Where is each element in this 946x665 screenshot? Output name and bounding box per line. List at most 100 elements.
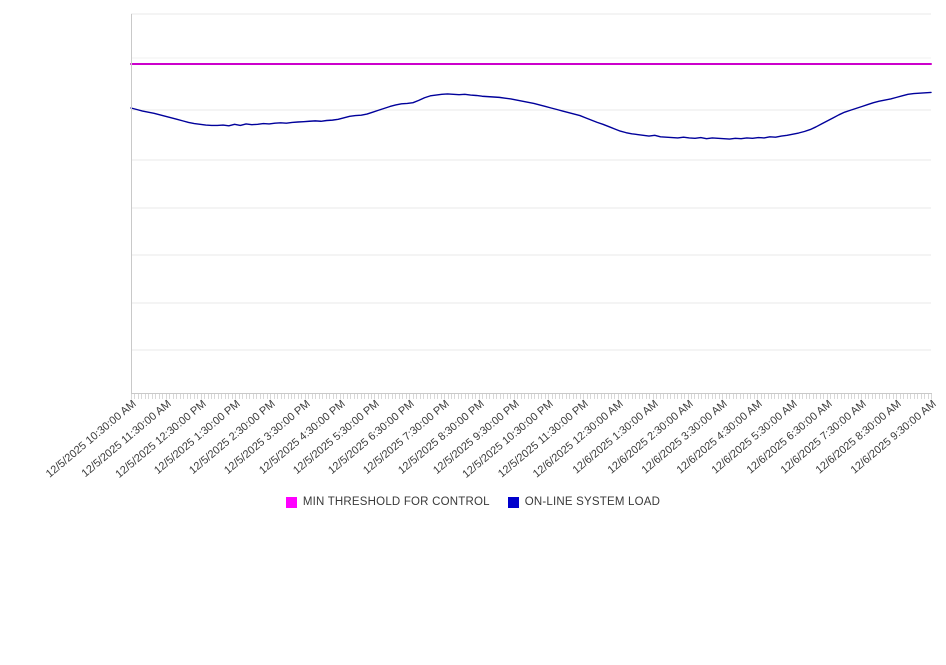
y-axis-line (131, 14, 132, 393)
x-axis-tick (482, 394, 484, 399)
x-axis-tick (663, 394, 665, 399)
x-axis-tick (332, 394, 334, 399)
x-axis-tick (677, 394, 679, 399)
x-axis-tick (697, 394, 699, 399)
x-axis-tick (864, 394, 866, 399)
x-axis-tick (638, 394, 640, 399)
x-axis-tick (284, 394, 286, 399)
x-axis-tick (572, 394, 574, 399)
x-axis-tick (691, 394, 692, 399)
x-axis-tick (485, 394, 487, 399)
x-axis-tick (242, 394, 244, 399)
x-axis-tick (611, 394, 612, 399)
x-axis-tick (367, 394, 369, 399)
x-axis-tick (151, 394, 153, 399)
x-axis-tick (534, 394, 536, 399)
x-axis-tick (510, 394, 512, 399)
x-axis-tick (343, 394, 345, 399)
x-axis-tick (457, 394, 459, 399)
x-axis-tick (868, 394, 870, 399)
x-axis-tick (437, 394, 439, 399)
legend-item[interactable]: MIN THRESHOLD FOR CONTROL (285, 496, 490, 508)
x-axis-tick (673, 394, 675, 399)
x-axis-tick (433, 394, 435, 399)
x-axis-tick (315, 394, 317, 399)
x-axis-tick (200, 394, 202, 399)
x-axis-tick (350, 394, 352, 399)
x-axis-tick (475, 394, 477, 399)
x-axis-tick (318, 394, 320, 399)
x-axis-tick (273, 394, 275, 399)
gridlines (131, 13, 931, 351)
x-axis-tick (513, 394, 515, 399)
x-axis-tick (398, 394, 400, 399)
x-axis-tick (621, 394, 623, 399)
x-axis-ticks (131, 394, 932, 399)
x-axis-tick (461, 394, 463, 399)
x-axis-tick (266, 394, 268, 399)
x-axis-tick (701, 394, 703, 399)
x-axis-tick (910, 394, 912, 399)
x-axis-tick (885, 394, 887, 399)
x-axis-tick (287, 394, 289, 399)
x-axis-tick (311, 394, 313, 399)
x-axis-tick (412, 394, 414, 399)
x-axis-tick (857, 394, 859, 399)
x-axis-tick (263, 394, 265, 399)
x-axis-tick (680, 394, 682, 399)
x-axis-tick (819, 394, 821, 399)
x-axis-tick (889, 394, 891, 399)
x-axis-tick (245, 394, 247, 399)
x-axis-tick (402, 394, 404, 399)
x-axis-tick (823, 394, 825, 399)
x-axis-tick (544, 394, 546, 399)
x-axis-tick (757, 394, 759, 399)
x-axis-tick (892, 394, 894, 399)
x-axis-tick (499, 394, 501, 399)
x-axis-tick (899, 394, 901, 399)
x-axis-tick (826, 394, 828, 399)
x-axis-tick (931, 394, 932, 399)
x-axis-tick (447, 394, 449, 399)
x-axis-tick (576, 394, 578, 399)
x-axis-tick (896, 394, 898, 399)
x-axis-tick (252, 394, 254, 399)
x-axis-tick (805, 394, 807, 399)
x-axis-tick (520, 394, 522, 399)
x-axis-tick (395, 394, 397, 399)
x-axis-tick (384, 394, 386, 399)
x-axis-tick (294, 394, 296, 399)
x-axis-tick (207, 394, 209, 399)
x-axis-tick (360, 394, 362, 399)
x-axis-tick (666, 394, 668, 399)
x-axis-tick (197, 394, 199, 399)
plot-area (130, 13, 932, 393)
x-axis-tick (767, 394, 769, 399)
legend-label: ON-LINE SYSTEM LOAD (524, 496, 661, 508)
x-axis-tick (357, 394, 359, 399)
x-axis-tick (137, 394, 139, 399)
x-axis-tick (353, 394, 355, 399)
x-axis-tick (607, 394, 609, 399)
x-axis-tick (183, 394, 185, 399)
x-axis-tick (694, 394, 696, 399)
x-axis-tick (308, 394, 310, 399)
x-axis-tick (555, 394, 557, 399)
x-axis-tick (729, 394, 731, 399)
x-axis-tick (924, 394, 926, 399)
x-axis-tick (791, 394, 793, 399)
x-axis-tick (506, 394, 508, 399)
x-axis-tick (715, 394, 717, 399)
x-axis-tick (280, 394, 282, 399)
x-axis-tick (722, 394, 724, 399)
x-axis-tick (416, 394, 418, 399)
x-axis-tick (377, 394, 379, 399)
x-axis-tick (141, 394, 143, 399)
legend-swatch-icon (285, 496, 297, 508)
legend-item[interactable]: ON-LINE SYSTEM LOAD (507, 496, 661, 508)
series-line (130, 91, 932, 140)
x-axis-tick (802, 394, 804, 399)
x-axis-tick (301, 394, 303, 399)
chart-container: 12/5/2025 10:30:00 AM 12/5/2025 11:30:00 … (43, 13, 939, 508)
x-axis-tick (652, 394, 654, 399)
